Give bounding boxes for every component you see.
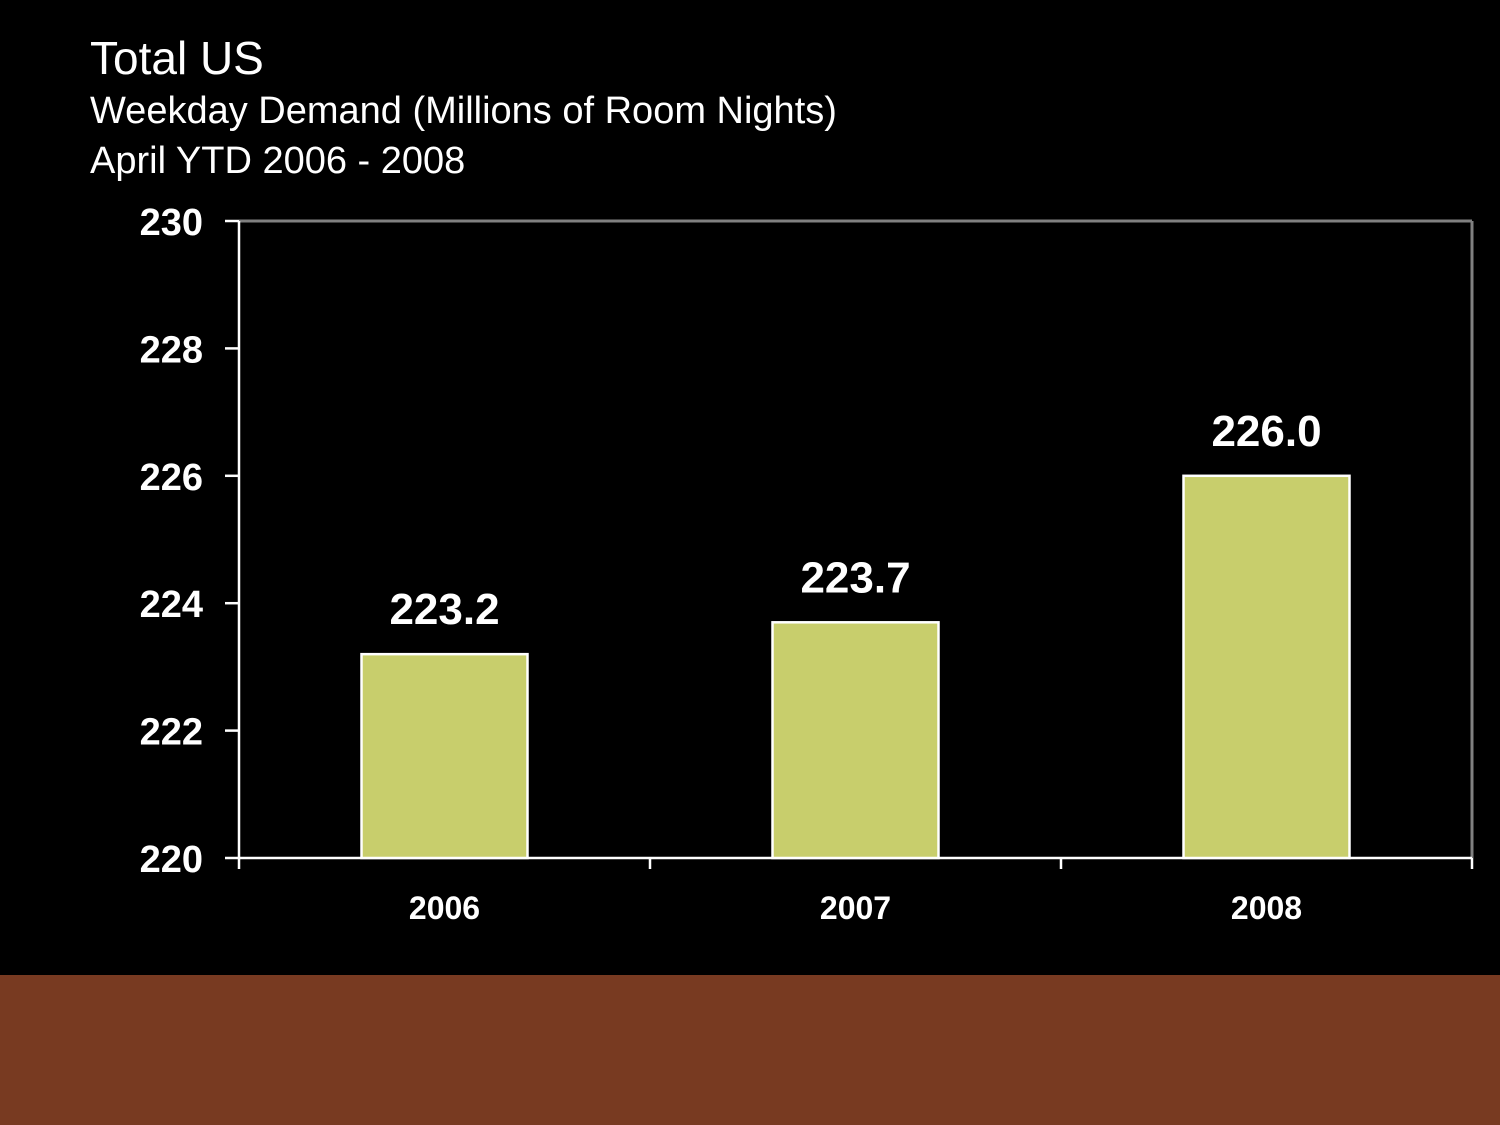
bars [360, 474, 1351, 860]
data-labels: 223.2 223.7 226.0 [389, 407, 1321, 634]
chart-subtitle-period: April YTD 2006 - 2008 [90, 140, 466, 182]
y-tick-label: 220 [140, 839, 203, 881]
data-label: 223.2 [389, 585, 499, 634]
chart-title-block: Total US Weekday Demand (Millions of Roo… [90, 30, 837, 186]
y-tick-label: 224 [140, 584, 203, 626]
bar-2008 [1182, 474, 1351, 860]
y-axis: 220 222 224 226 228 230 [140, 202, 241, 881]
x-tick-label: 2006 [409, 890, 480, 926]
y-tick-label: 226 [140, 457, 203, 499]
plot-frame [239, 219, 1474, 858]
y-tick-label: 230 [140, 202, 203, 244]
bar-2007 [771, 621, 940, 860]
chart-title: Total US [90, 32, 264, 84]
bar-2006 [360, 652, 529, 860]
y-tick-label: 222 [140, 712, 203, 754]
x-tick-label: 2007 [820, 890, 891, 926]
data-label: 223.7 [800, 553, 910, 602]
x-tick-label: 2008 [1231, 890, 1302, 926]
x-axis: 2006 2007 2008 [237, 856, 1474, 926]
chart-subtitle: Weekday Demand (Millions of Room Nights) [90, 90, 837, 132]
footer-band [0, 975, 1500, 1125]
data-label: 226.0 [1211, 407, 1321, 456]
y-tick-label: 228 [140, 329, 203, 371]
